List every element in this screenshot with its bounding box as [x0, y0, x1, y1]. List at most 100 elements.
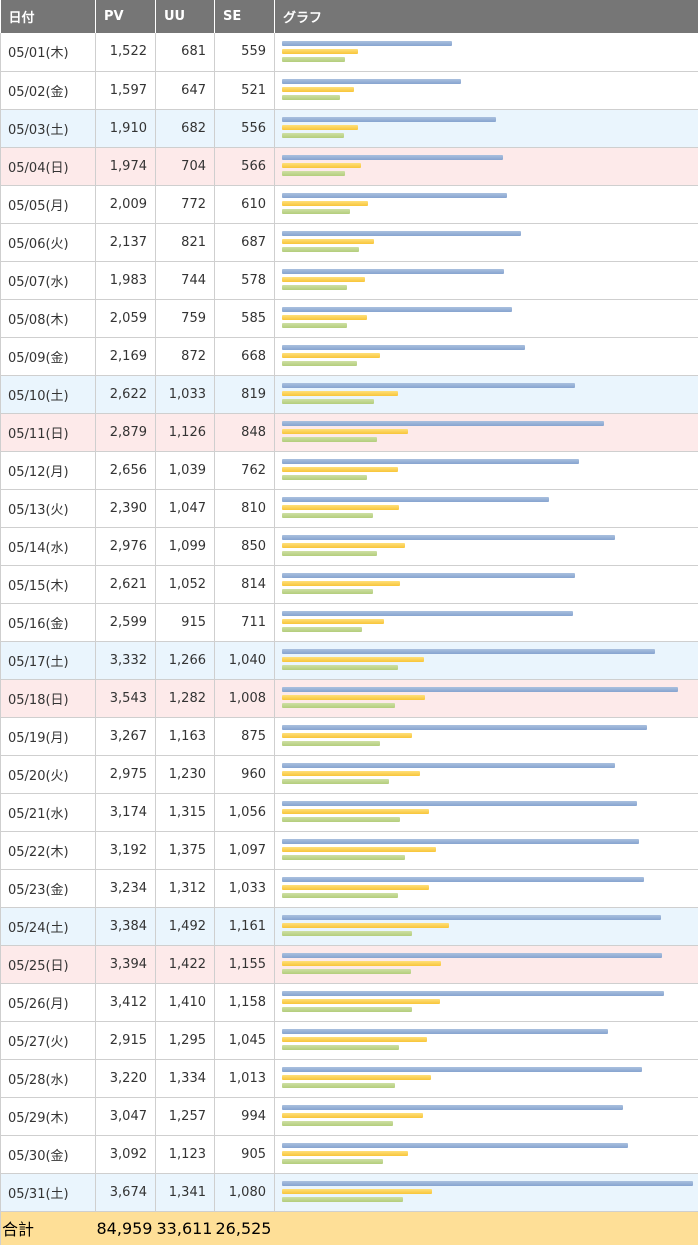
row-pv: 3,234 [96, 869, 156, 907]
row-se: 848 [215, 413, 275, 451]
header-date: 日付 [1, 0, 96, 33]
row-se: 850 [215, 527, 275, 565]
se-bar [282, 931, 412, 936]
header-graph: グラフ [275, 0, 698, 33]
uu-bar [282, 125, 358, 130]
se-bar [282, 779, 389, 784]
bar-group [282, 800, 692, 824]
row-date: 05/31(土) [1, 1173, 96, 1211]
row-graph [275, 489, 698, 527]
row-graph [275, 527, 698, 565]
uu-bar [282, 87, 354, 92]
row-date: 05/28(水) [1, 1059, 96, 1097]
total-label: 合計 [1, 1211, 96, 1245]
row-se: 585 [215, 299, 275, 337]
row-uu: 1,341 [156, 1173, 215, 1211]
row-se: 556 [215, 109, 275, 147]
row-uu: 1,312 [156, 869, 215, 907]
row-date: 05/04(日) [1, 147, 96, 185]
row-se: 1,097 [215, 831, 275, 869]
se-bar [282, 817, 400, 822]
uu-bar [282, 353, 380, 358]
pv-bar [282, 345, 525, 350]
total-pv: 84,959 [96, 1211, 156, 1245]
row-pv: 3,332 [96, 641, 156, 679]
row-date: 05/20(火) [1, 755, 96, 793]
bar-group [282, 724, 692, 748]
row-date: 05/09(金) [1, 337, 96, 375]
row-se: 994 [215, 1097, 275, 1135]
row-graph [275, 1097, 698, 1135]
bar-group [282, 344, 692, 368]
bar-group [282, 496, 692, 520]
row-se: 1,056 [215, 793, 275, 831]
pv-bar [282, 307, 512, 312]
row-uu: 872 [156, 337, 215, 375]
se-bar [282, 323, 347, 328]
bar-group [282, 1066, 692, 1090]
uu-bar [282, 467, 398, 472]
bar-group [282, 838, 692, 862]
row-date: 05/23(金) [1, 869, 96, 907]
row-uu: 1,039 [156, 451, 215, 489]
row-pv: 2,137 [96, 223, 156, 261]
row-pv: 1,974 [96, 147, 156, 185]
row-date: 05/30(金) [1, 1135, 96, 1173]
row-graph [275, 793, 698, 831]
row-se: 1,080 [215, 1173, 275, 1211]
row-se: 875 [215, 717, 275, 755]
row-se: 814 [215, 565, 275, 603]
row-uu: 1,334 [156, 1059, 215, 1097]
row-pv: 2,390 [96, 489, 156, 527]
pv-bar [282, 573, 575, 578]
row-graph [275, 375, 698, 413]
total-uu: 33,611 [156, 1211, 215, 1245]
row-graph [275, 147, 698, 185]
pv-bar [282, 839, 639, 844]
row-uu: 1,266 [156, 641, 215, 679]
se-bar [282, 285, 347, 290]
row-pv: 3,220 [96, 1059, 156, 1097]
bar-group [282, 230, 692, 254]
se-bar [282, 475, 367, 480]
uu-bar [282, 277, 365, 282]
bar-group [282, 78, 692, 102]
bar-group [282, 686, 692, 710]
row-pv: 3,174 [96, 793, 156, 831]
row-se: 1,161 [215, 907, 275, 945]
row-se: 521 [215, 71, 275, 109]
pv-bar [282, 1067, 642, 1072]
row-se: 1,013 [215, 1059, 275, 1097]
bar-group [282, 420, 692, 444]
se-bar [282, 361, 357, 366]
se-bar [282, 703, 395, 708]
se-bar [282, 627, 362, 632]
pv-bar [282, 193, 507, 198]
row-graph [275, 1173, 698, 1211]
row-uu: 1,230 [156, 755, 215, 793]
row-date: 05/06(火) [1, 223, 96, 261]
row-graph [275, 1135, 698, 1173]
row-date: 05/07(水) [1, 261, 96, 299]
uu-bar [282, 1075, 431, 1080]
pv-bar [282, 1143, 628, 1148]
uu-bar [282, 1151, 408, 1156]
bar-group [282, 116, 692, 140]
row-date: 05/08(木) [1, 299, 96, 337]
row-pv: 2,975 [96, 755, 156, 793]
bar-group [282, 914, 692, 938]
pv-bar [282, 915, 661, 920]
row-pv: 3,047 [96, 1097, 156, 1135]
row-se: 668 [215, 337, 275, 375]
se-bar [282, 1159, 383, 1164]
bar-group [282, 572, 692, 596]
se-bar [282, 513, 373, 518]
row-graph [275, 33, 698, 71]
row-graph [275, 1021, 698, 1059]
